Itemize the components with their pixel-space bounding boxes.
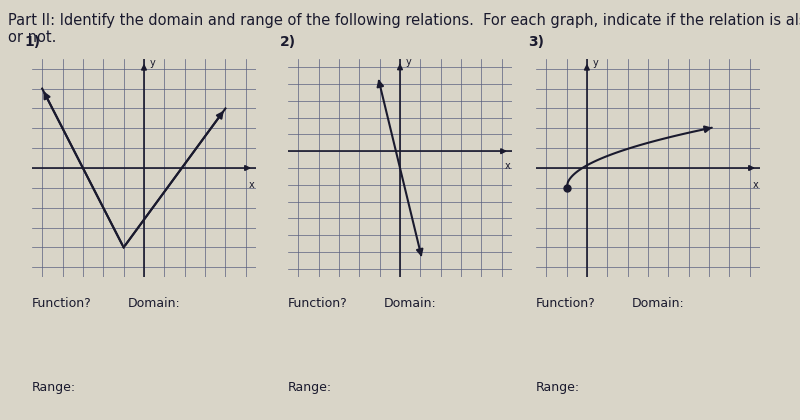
Text: y: y	[406, 57, 412, 67]
Text: 3): 3)	[528, 35, 544, 49]
Text: Function?: Function?	[32, 297, 92, 310]
Text: Range:: Range:	[536, 381, 580, 394]
Text: x: x	[753, 180, 759, 190]
Text: Range:: Range:	[288, 381, 332, 394]
Text: x: x	[249, 180, 255, 190]
Text: y: y	[593, 58, 598, 68]
Text: Range:: Range:	[32, 381, 76, 394]
Text: 1): 1)	[24, 35, 40, 49]
Text: Function?: Function?	[536, 297, 596, 310]
Text: Function?: Function?	[288, 297, 348, 310]
Text: Domain:: Domain:	[128, 297, 181, 310]
Text: x: x	[505, 161, 511, 171]
Text: 2): 2)	[280, 35, 296, 49]
Text: Domain:: Domain:	[632, 297, 685, 310]
Text: y: y	[150, 58, 156, 68]
Text: Part II: Identify the domain and range of the following relations.  For each gra: Part II: Identify the domain and range o…	[8, 13, 800, 45]
Text: Domain:: Domain:	[384, 297, 437, 310]
